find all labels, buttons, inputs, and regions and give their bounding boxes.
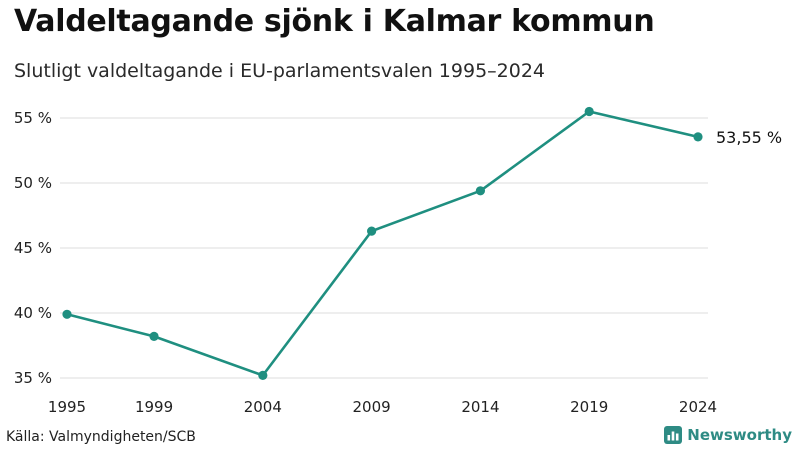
x-tick-label: 2024 bbox=[679, 398, 717, 416]
y-tick-label: 55 % bbox=[14, 109, 52, 127]
series-layer bbox=[62, 106, 703, 380]
data-point bbox=[475, 186, 486, 196]
data-point bbox=[584, 106, 594, 117]
y-tick-label: 45 % bbox=[14, 239, 52, 257]
chart-subtitle: Slutligt valdeltagande i EU-parlamentsva… bbox=[14, 60, 546, 82]
end-value-label: 53,55 % bbox=[716, 128, 782, 147]
x-tick-label: 1995 bbox=[48, 398, 86, 416]
data-label-layer: 53,55 % bbox=[716, 128, 782, 147]
brand-name: Newsworthy bbox=[687, 426, 792, 444]
data-point bbox=[149, 331, 159, 341]
x-tick-label: 2019 bbox=[570, 398, 608, 416]
y-tick-label: 35 % bbox=[14, 369, 52, 387]
data-point bbox=[693, 132, 703, 142]
y-tick-label: 50 % bbox=[14, 174, 52, 192]
brand-logo: Newsworthy bbox=[664, 426, 792, 444]
chart-title: Valdeltagande sjönk i Kalmar kommun bbox=[14, 4, 655, 39]
x-tick-label: 2014 bbox=[461, 398, 499, 416]
gridlines bbox=[60, 117, 708, 379]
data-point bbox=[62, 309, 72, 319]
series-line bbox=[65, 110, 700, 377]
x-axis-tick-labels: 1995 1999 2004 2009 2014 2019 2024 bbox=[48, 398, 717, 416]
y-tick-label: 40 % bbox=[14, 304, 52, 322]
bar-chart-logo-icon bbox=[664, 426, 683, 444]
x-tick-label: 1999 bbox=[135, 398, 173, 416]
y-axis-tick-labels: 35 % 40 % 45 % 50 % 55 % bbox=[14, 109, 52, 387]
x-tick-label: 2004 bbox=[244, 398, 282, 416]
data-point bbox=[367, 226, 377, 236]
x-tick-label: 2009 bbox=[353, 398, 391, 416]
source-note: Källa: Valmyndigheten/SCB bbox=[6, 429, 196, 445]
data-point bbox=[258, 370, 268, 380]
